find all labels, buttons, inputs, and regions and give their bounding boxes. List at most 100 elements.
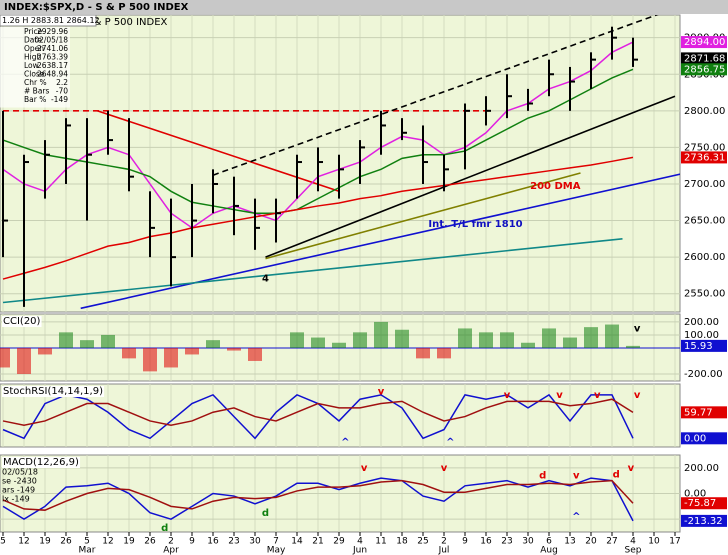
month-label: Jun <box>352 546 367 555</box>
x-tick-label: 25 <box>417 537 428 547</box>
bar <box>458 328 472 348</box>
annotation: Int. T/L fmr 1810 <box>428 219 522 230</box>
x-tick-label: 16 <box>207 537 219 547</box>
value-label: 0.00 <box>684 433 706 444</box>
info-value: 2.2 <box>56 78 68 87</box>
bar <box>395 329 409 348</box>
value-label: -213.32 <box>684 516 723 527</box>
panel <box>0 383 681 448</box>
annotation: 4 <box>262 273 269 284</box>
annotation: ^ <box>572 512 580 523</box>
x-tick-label: 30 <box>522 537 534 547</box>
x-tick-label: 5 <box>84 537 90 547</box>
annotation: d <box>539 471 546 482</box>
bar <box>332 342 346 348</box>
x-tick-label: 6 <box>546 537 552 547</box>
value-label-box <box>681 63 727 76</box>
x-tick-label: 29 <box>333 537 345 547</box>
panel-content: 200 DMA Int. T/L fmr 1810 4 <box>0 15 680 312</box>
x-tick-label: 10 <box>648 537 660 547</box>
x-tick-label: 14 <box>291 537 303 547</box>
month-label: May <box>267 546 286 555</box>
x-tick-label: 4 <box>630 537 636 547</box>
x-tick-label: 21 <box>312 537 323 547</box>
info-value: 2763.39 <box>37 53 68 62</box>
panel-title-bg <box>2 457 81 468</box>
y-tick-label: 2750.00 <box>684 142 725 153</box>
info-box <box>0 27 70 108</box>
annotation: v <box>594 390 601 401</box>
info-label: Date <box>24 36 42 45</box>
month-label: Sep <box>625 546 642 555</box>
value-label: -75.87 <box>684 498 716 509</box>
x-tick-label: 26 <box>60 537 72 547</box>
info-label: Price <box>24 27 43 36</box>
annotation: v <box>628 463 635 474</box>
value-label-box <box>681 36 727 49</box>
info-value: -70 <box>56 87 68 96</box>
value-label-box <box>681 432 727 445</box>
month-label: Jul <box>438 546 450 555</box>
y-tick-label: 2700.00 <box>684 179 725 190</box>
trendline <box>265 172 581 260</box>
value-label-box <box>681 406 727 419</box>
annotation: 200 DMA <box>530 181 581 192</box>
y-tick-label: 2800.00 <box>684 106 725 117</box>
x-tick-label: 7 <box>273 537 279 547</box>
trendline <box>212 15 659 176</box>
x-tick-label: 20 <box>585 537 597 547</box>
x-tick-label: 12 <box>18 537 29 547</box>
bar <box>17 347 31 374</box>
value-label: 2856.75 <box>684 64 725 75</box>
value-label-box <box>681 339 727 352</box>
x-tick-label: 16 <box>480 537 492 547</box>
x-tick-label: 12 <box>102 537 113 547</box>
bar <box>80 340 94 348</box>
bar <box>353 332 367 348</box>
bar <box>185 347 199 355</box>
macd-info: ars -149 <box>2 486 35 495</box>
bar <box>542 328 556 348</box>
indicator-line <box>2 398 634 427</box>
macd-info: se -2430 <box>2 477 37 486</box>
bar <box>311 337 325 348</box>
value-label: 59.77 <box>684 407 713 418</box>
y-tick-label: 2550.00 <box>684 289 725 300</box>
value-label: 2736.31 <box>684 152 725 163</box>
annotation: v <box>441 463 448 474</box>
indicator-line <box>2 477 634 522</box>
annotation: d <box>161 523 168 534</box>
y-tick-label: 2650.00 <box>684 216 725 227</box>
x-tick-label: 4 <box>357 537 363 547</box>
info-value: 2648.94 <box>37 70 68 79</box>
value-label-box <box>681 514 727 527</box>
info-value: 2929.96 <box>37 27 68 36</box>
quote: 1.26 H 2883.81 2864.12 <box>2 16 100 25</box>
x-tick-label: 27 <box>606 537 617 547</box>
bar <box>59 332 73 348</box>
x-tick-label: 13 <box>564 537 575 547</box>
quote-bg <box>0 14 97 27</box>
info-value: -149 <box>51 95 68 104</box>
info-label: # Bars <box>24 87 49 96</box>
annotation: v <box>504 390 511 401</box>
chart-title: INDEX:$SPX,D - S & P 500 INDEX <box>4 2 189 13</box>
x-tick-label: 17 <box>669 537 680 547</box>
bar <box>500 332 514 348</box>
panel-title: StochRSI(14,14,1,9) <box>3 386 103 397</box>
info-value: 02/05/18 <box>34 36 68 45</box>
header-bar <box>0 0 728 14</box>
indicator-line <box>2 479 634 511</box>
annotation: v <box>634 390 641 401</box>
moving-average <box>2 156 634 280</box>
bar <box>164 347 178 368</box>
bar <box>374 321 388 348</box>
annotation: ^ <box>341 437 349 448</box>
x-tick-label: 2 <box>441 537 447 547</box>
y-tick-label: 0.00 <box>684 489 706 500</box>
macd-info: 02/05/18 <box>2 468 38 477</box>
value-label-box <box>681 52 727 65</box>
value-label-box <box>681 151 727 164</box>
bar <box>122 347 136 359</box>
